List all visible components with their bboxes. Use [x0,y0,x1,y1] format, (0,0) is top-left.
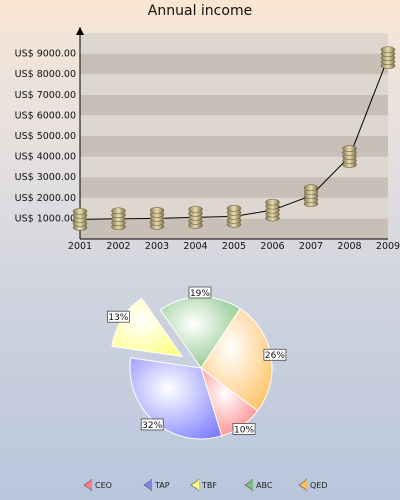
legend-pie-icon [190,478,199,492]
legend-label: QED [310,480,328,490]
y-tick-label: US$ 1000.00 [15,213,76,224]
grid-band [80,94,388,116]
x-tick-label: 2005 [222,241,246,252]
legend-item-ceo: CEO [76,477,112,493]
coin-stack-marker [265,198,280,222]
x-tick-label: 2009 [376,241,400,252]
coin-stack-marker [226,205,242,228]
coin-stack-marker [188,206,203,229]
pie-data-label: 10% [232,423,256,435]
coin-stack-marker [342,145,357,168]
grid-band [80,115,388,136]
legend-item-qed: QED [291,477,328,493]
x-tick-label: 2004 [183,241,207,252]
legend-label: TAP [155,480,170,490]
coin-stack-marker [380,46,396,69]
y-tick-label: US$ 6000.00 [15,110,76,121]
svg-text:32%: 32% [142,421,162,431]
chart-svg: US$ 1000.00 US$ 2000.00 US$ 3000.00 US$ 400… [15,27,400,440]
grid-band [80,156,388,178]
pie-data-label: 13% [107,310,130,323]
svg-text:10%: 10% [234,425,254,435]
y-tick-label: US$ 2000.00 [15,193,76,204]
legend-label: CEO [95,480,112,490]
x-tick-label: 2002 [106,241,130,252]
pie-data-label: 19% [188,286,212,299]
legend-item-tbf: TBF [183,477,217,493]
svg-text:26%: 26% [265,351,285,361]
grid-band [80,74,388,95]
y-tick-label: US$ 9000.00 [15,49,76,60]
legend-pie-icon [298,478,307,492]
grid-band [80,53,388,75]
pie-legend: CEO TAP TBF ABC QED [0,477,400,497]
legend-pie-icon [83,478,92,492]
y-tick-label: US$ 7000.00 [15,90,76,101]
legend-item-abc: ABC [237,477,272,493]
x-tick-label: 2003 [145,241,169,252]
pie-data-label: 32% [140,418,164,431]
x-tick-label: 2006 [260,241,284,252]
grid-band [80,177,388,198]
y-axis-arrow [76,27,84,35]
x-tick-label: 2001 [68,241,92,252]
grid-band [80,33,388,54]
legend-label: TBF [202,480,217,490]
coin-stack-marker [72,208,88,231]
svg-text:19%: 19% [190,289,210,299]
coin-stack-marker [303,184,319,207]
legend-pie-icon [244,478,253,492]
coin-stack-marker [111,207,126,231]
legend-item-tap: TAP [136,477,170,493]
x-tick-label: 2008 [337,241,361,252]
coin-stack-marker [149,207,165,230]
pie-data-label: 26% [263,348,287,361]
chart-title: Annual income [147,3,253,19]
grid-band [80,136,388,157]
legend-pie-icon [143,478,152,492]
y-tick-label: US$ 4000.00 [15,152,76,163]
legend-label: ABC [256,480,273,490]
y-tick-label: US$ 8000.00 [15,69,76,80]
y-tick-label: US$ 5000.00 [15,131,76,142]
y-tick-label: US$ 3000.00 [15,172,76,183]
svg-text:13%: 13% [108,313,128,323]
x-tick-label: 2007 [299,241,323,252]
